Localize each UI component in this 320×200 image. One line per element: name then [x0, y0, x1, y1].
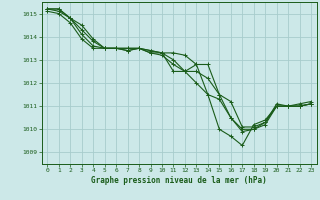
X-axis label: Graphe pression niveau de la mer (hPa): Graphe pression niveau de la mer (hPa) — [91, 176, 267, 185]
